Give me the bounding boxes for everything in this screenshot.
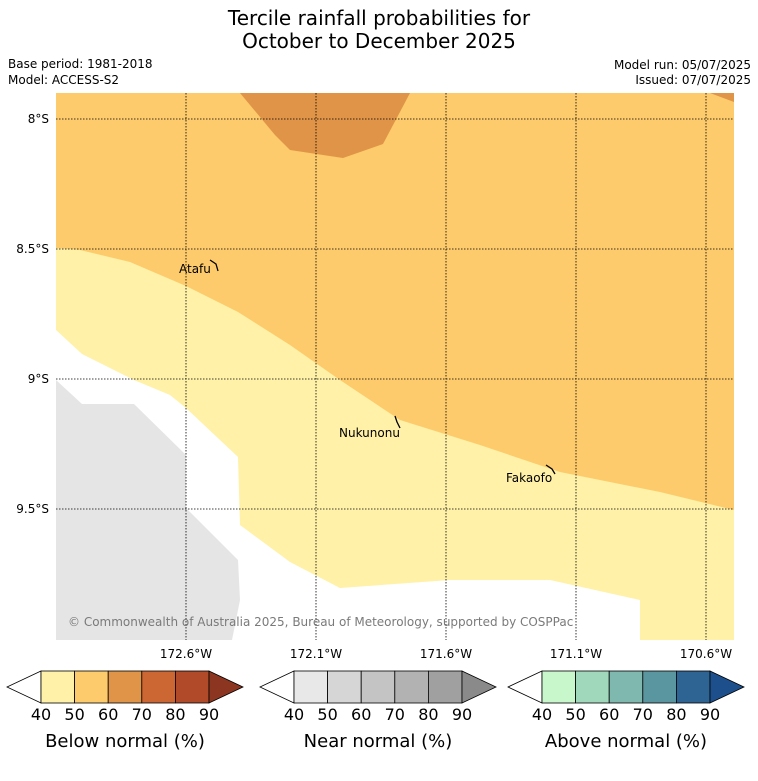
lon-label: 171.1°W: [550, 647, 602, 661]
colorbar-label: Below normal (%): [45, 731, 205, 752]
below-normal-60-70-corner-region: [710, 93, 734, 102]
colorbar-tick-label: 70: [132, 705, 152, 724]
colorbar-1: 40 50 60 70 80 90 Below normal (%): [6, 670, 244, 752]
colorbar-tick-label: 60: [599, 705, 619, 724]
lat-label: 9°S: [28, 372, 49, 386]
colorbar-tick-label: 70: [385, 705, 405, 724]
lat-label: 8°S: [28, 112, 49, 126]
colorbar-2: 40 50 60 70 80 90 Near normal (%): [259, 670, 497, 752]
model-run-text: Model run: 05/07/2025: [613, 58, 751, 72]
issued-text: Issued: 07/07/2025: [635, 73, 751, 87]
colorbar-tick-label: 50: [565, 705, 585, 724]
colorbar-over-triangle: [461, 670, 497, 704]
colorbar-tick-label: 40: [31, 705, 51, 724]
fakaofo-atoll-marker: [545, 464, 556, 475]
colorbar-over-triangle: [709, 670, 745, 704]
colorbar-segment: [293, 670, 328, 704]
lon-label: 172.6°W: [160, 647, 212, 661]
colorbar-segment: [107, 670, 143, 704]
colorbar-tick-label: 80: [165, 705, 185, 724]
colorbar-segment: [141, 670, 176, 704]
colorbar-segment: [327, 670, 362, 704]
colorbar-tick-label: 90: [199, 705, 219, 724]
colorbar-segment: [575, 670, 610, 704]
colorbar-segment: [40, 670, 75, 704]
lat-label: 8.5°S: [16, 242, 49, 256]
colorbar-tick-label: 60: [351, 705, 371, 724]
colorbar-legends: 40 50 60 70 80 90 Below normal (%) 40 50 60 70 80 90…: [6, 670, 745, 752]
place-label-fakaofo: Fakaofo: [506, 471, 552, 485]
place-label-atafu: Atafu: [179, 262, 211, 276]
colorbar-over-triangle: [208, 670, 244, 704]
colorbar-segment: [541, 670, 576, 704]
colorbar-segment: [642, 670, 677, 704]
colorbar-segment: [676, 670, 711, 704]
base-period-text: Base period: 1981-2018: [8, 57, 153, 71]
colorbar-under-triangle: [259, 670, 295, 704]
below-normal-60-70-region: [240, 93, 410, 158]
colorbar-tick-label: 80: [666, 705, 686, 724]
colorbar-segment: [394, 670, 429, 704]
colorbar-segment: [74, 670, 109, 704]
place-label-nukunonu: Nukunonu: [339, 426, 400, 440]
colorbar-tick-label: 90: [700, 705, 720, 724]
colorbar-segment: [360, 670, 396, 704]
lon-label: 172.1°W: [290, 647, 342, 661]
atafu-atoll-marker: [209, 259, 219, 272]
colorbar-tick-label: 50: [317, 705, 337, 724]
graticule: [56, 93, 734, 640]
colorbar-segment: [174, 670, 210, 704]
colorbar-tick-label: 80: [418, 705, 438, 724]
colorbar-tick-label: 40: [284, 705, 304, 724]
map-title-line-2: October to December 2025: [242, 29, 516, 53]
colorbar-tick-label: 70: [633, 705, 653, 724]
no-data-region: [56, 380, 240, 640]
copyright-text: © Commonwealth of Australia 2025, Bureau…: [68, 615, 573, 629]
colorbar-label: Above normal (%): [545, 731, 707, 752]
colorbar-3: 40 50 60 70 80 90 Above normal (%): [507, 670, 745, 752]
lon-label: 171.6°W: [420, 647, 472, 661]
model-text: Model: ACCESS-S2: [8, 73, 120, 87]
map-title-line-1: Tercile rainfall probabilities for: [227, 6, 531, 30]
colorbar-tick-label: 50: [64, 705, 84, 724]
colorbar-tick-label: 40: [532, 705, 552, 724]
below-normal-50-60-region: [56, 93, 734, 510]
map-panel: Atafu Nukunonu Fakaofo © Commonwealth of…: [56, 93, 734, 640]
colorbar-segment: [427, 670, 463, 704]
nukunonu-atoll-marker: [394, 415, 401, 429]
lat-label: 9.5°S: [16, 502, 49, 516]
colorbar-label: Near normal (%): [304, 731, 453, 752]
colorbar-under-triangle: [6, 670, 42, 704]
colorbar-tick-label: 90: [452, 705, 472, 724]
colorbar-segment: [608, 670, 644, 704]
colorbar-under-triangle: [507, 670, 543, 704]
lon-label: 170.6°W: [680, 647, 732, 661]
colorbar-tick-label: 60: [98, 705, 118, 724]
